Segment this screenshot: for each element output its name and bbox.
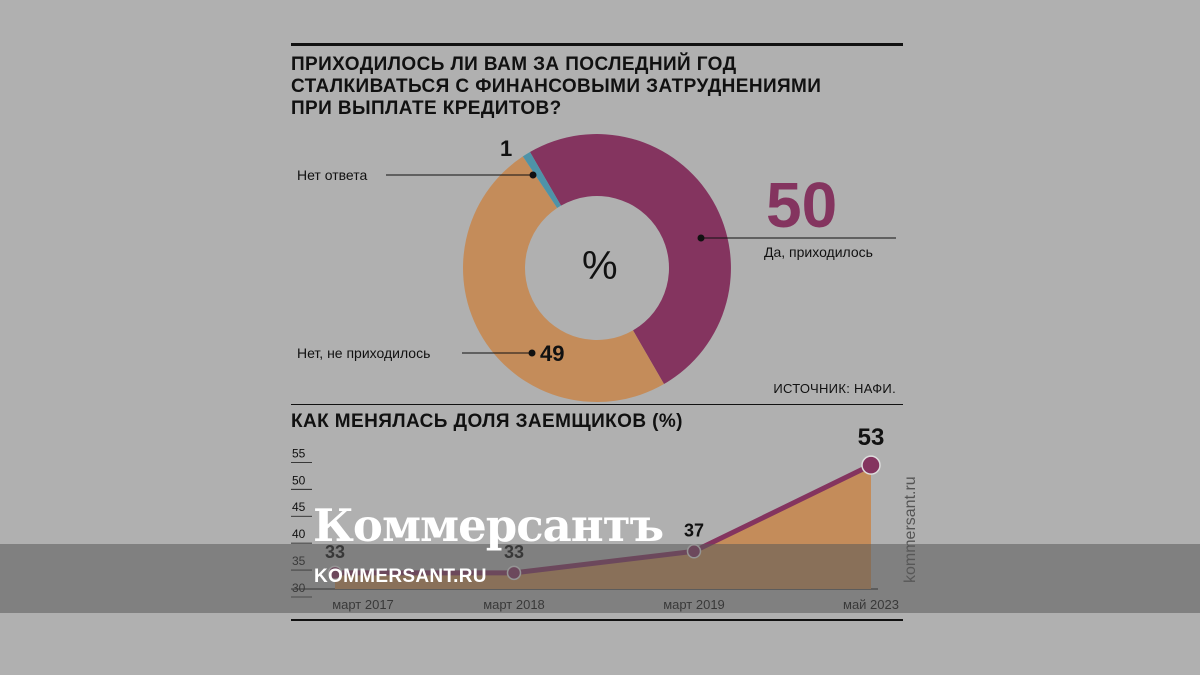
source-note: ИСТОЧНИК: НАФИ. (773, 381, 896, 396)
y-tick-label: 45 (292, 500, 306, 514)
donut-slice-none (522, 151, 561, 209)
slice-label-no: Нет, не приходилось (297, 345, 431, 361)
y-tick-label: 55 (292, 446, 306, 460)
top-rule (291, 43, 903, 46)
donut-slice-yes (530, 134, 731, 385)
donut-center-label: % (582, 244, 618, 288)
leader-dot-yes (697, 234, 705, 242)
chart-title: ПРИХОДИЛОСЬ ЛИ ВАМ ЗА ПОСЛЕДНИЙ ГОД СТАЛ… (291, 54, 891, 120)
title-line-2: СТАЛКИВАТЬСЯ С ФИНАНСОВЫМИ ЗАТРУДНЕНИЯМИ (291, 76, 822, 97)
y-tick-label: 50 (292, 473, 306, 487)
watermark-url: KOMMERSANT.RU (314, 566, 487, 587)
data-label: 37 (684, 520, 704, 540)
middle-rule (291, 404, 903, 405)
watermark-logo: Коммерсантъ (313, 499, 664, 552)
line-chart-title: КАК МЕНЯЛАСЬ ДОЛЯ ЗАЕМЩИКОВ (%) (291, 411, 683, 432)
leader-dot-no (528, 349, 536, 357)
donut-slice-no (463, 156, 664, 402)
slice-label-yes: Да, приходилось (764, 244, 873, 260)
bottom-rule (291, 619, 903, 621)
y-tick-label: 40 (292, 527, 306, 541)
data-point (861, 455, 881, 475)
value-label-no: 49 (540, 341, 565, 366)
value-label-none: 1 (500, 136, 513, 161)
leader-dot-none (529, 171, 537, 179)
title-line-3: ПРИ ВЫПЛАТЕ КРЕДИТОВ? (291, 98, 562, 119)
watermark-band (0, 544, 1200, 613)
value-label-yes: 50 (766, 169, 838, 241)
title-line-1: ПРИХОДИЛОСЬ ЛИ ВАМ ЗА ПОСЛЕДНИЙ ГОД (291, 54, 737, 75)
data-label: 53 (858, 424, 885, 451)
slice-label-none: Нет ответа (297, 167, 368, 183)
